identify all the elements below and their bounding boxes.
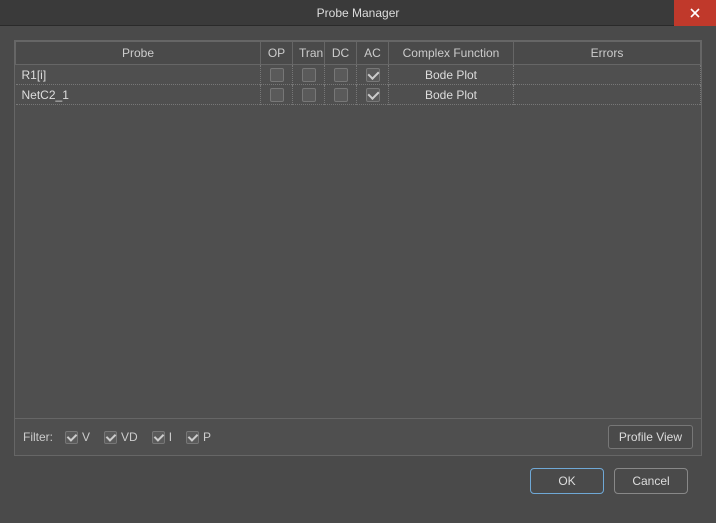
header-errors[interactable]: Errors	[514, 42, 701, 65]
ac-checkbox[interactable]	[366, 88, 380, 102]
header-tran[interactable]: Tran	[293, 42, 325, 65]
dialog-content: Probe OP Tran DC AC Complex Function Err…	[0, 26, 716, 508]
filter-label: Filter:	[23, 430, 53, 444]
tran-checkbox[interactable]	[302, 68, 316, 82]
table-row[interactable]: NetC2_1 Bode Plot	[16, 85, 701, 105]
filter-v-label: V	[82, 430, 90, 444]
dc-checkbox[interactable]	[334, 68, 348, 82]
probe-name-cell[interactable]: R1[i]	[16, 65, 261, 85]
complex-function-cell[interactable]: Bode Plot	[389, 65, 514, 85]
tran-cell	[293, 85, 325, 105]
probe-table-container: Probe OP Tran DC AC Complex Function Err…	[14, 40, 702, 456]
header-complex[interactable]: Complex Function	[389, 42, 514, 65]
op-cell	[261, 65, 293, 85]
filter-item-vd[interactable]: VD	[104, 430, 138, 444]
cancel-button[interactable]: Cancel	[614, 468, 688, 494]
filter-item-i[interactable]: I	[152, 430, 172, 444]
profile-view-button[interactable]: Profile View	[608, 425, 693, 449]
probe-name-cell[interactable]: NetC2_1	[16, 85, 261, 105]
filter-item-p[interactable]: P	[186, 430, 211, 444]
filter-v-checkbox[interactable]	[65, 431, 78, 444]
op-cell	[261, 85, 293, 105]
complex-function-cell[interactable]: Bode Plot	[389, 85, 514, 105]
dc-cell	[325, 85, 357, 105]
dialog-button-row: OK Cancel	[14, 456, 702, 494]
dc-checkbox[interactable]	[334, 88, 348, 102]
op-checkbox[interactable]	[270, 88, 284, 102]
header-probe[interactable]: Probe	[16, 42, 261, 65]
title-bar: Probe Manager	[0, 0, 716, 26]
filter-p-label: P	[203, 430, 211, 444]
ac-cell	[357, 65, 389, 85]
close-button[interactable]	[674, 0, 716, 26]
errors-cell	[514, 65, 701, 85]
filter-vd-label: VD	[121, 430, 138, 444]
filter-row: Filter: V VD I P Profile View	[15, 418, 701, 455]
tran-checkbox[interactable]	[302, 88, 316, 102]
op-checkbox[interactable]	[270, 68, 284, 82]
header-ac[interactable]: AC	[357, 42, 389, 65]
table-row[interactable]: R1[i] Bode Plot	[16, 65, 701, 85]
ac-checkbox[interactable]	[366, 68, 380, 82]
probe-table: Probe OP Tran DC AC Complex Function Err…	[15, 41, 701, 105]
filter-i-checkbox[interactable]	[152, 431, 165, 444]
tran-cell	[293, 65, 325, 85]
filter-vd-checkbox[interactable]	[104, 431, 117, 444]
filter-item-v[interactable]: V	[65, 430, 90, 444]
header-dc[interactable]: DC	[325, 42, 357, 65]
filter-p-checkbox[interactable]	[186, 431, 199, 444]
dc-cell	[325, 65, 357, 85]
close-icon	[690, 8, 700, 18]
window-title: Probe Manager	[0, 6, 716, 20]
errors-cell	[514, 85, 701, 105]
header-op[interactable]: OP	[261, 42, 293, 65]
ac-cell	[357, 85, 389, 105]
table-header-row: Probe OP Tran DC AC Complex Function Err…	[16, 42, 701, 65]
table-empty-area	[15, 105, 701, 418]
filter-i-label: I	[169, 430, 172, 444]
ok-button[interactable]: OK	[530, 468, 604, 494]
